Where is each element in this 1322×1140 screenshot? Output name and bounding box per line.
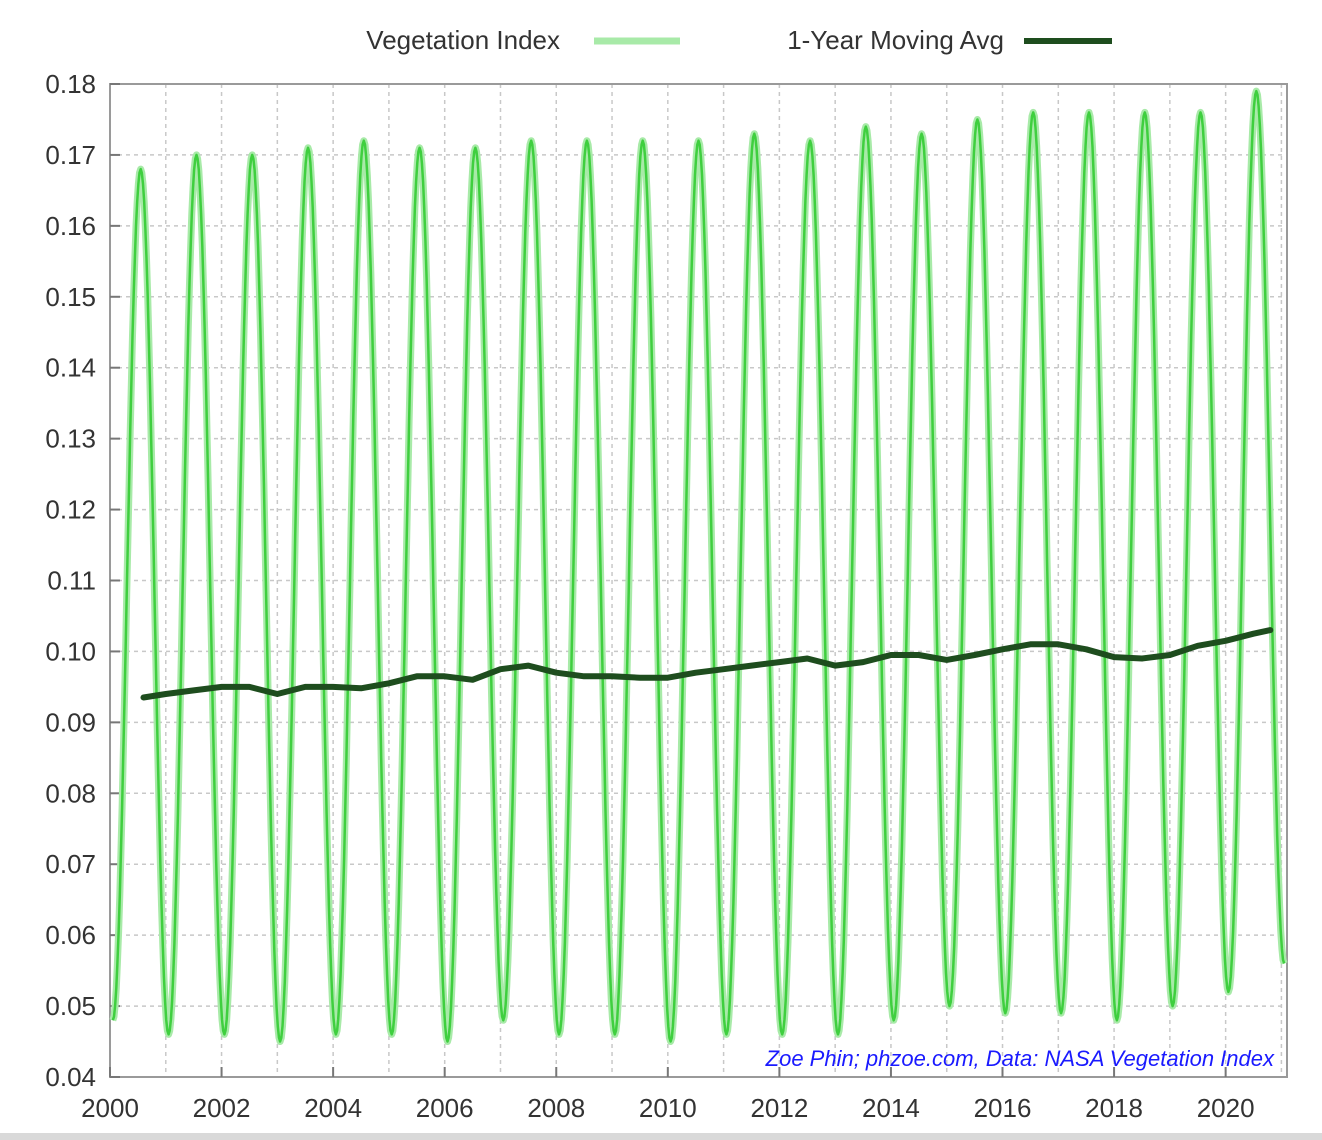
x-tick-label: 2002: [193, 1093, 251, 1123]
x-tick-label: 2016: [974, 1093, 1032, 1123]
y-tick-label: 0.15: [45, 282, 96, 312]
x-tick-label: 2014: [862, 1093, 920, 1123]
moving-avg-line: [140, 627, 1274, 701]
legend-label-moving-avg: 1-Year Moving Avg: [787, 25, 1004, 55]
y-tick-label: 0.17: [45, 140, 96, 170]
bottom-bar: [0, 1133, 1322, 1140]
x-tick-label: 2018: [1085, 1093, 1143, 1123]
x-axis: 2000 2002 2004 2006 2008 2010 2012 2014 2016 2018…: [81, 1067, 1255, 1123]
x-tick-label: 2008: [527, 1093, 585, 1123]
y-tick-label: 0.18: [45, 69, 96, 99]
y-tick-label: 0.12: [45, 495, 96, 525]
y-tick-label: 0.10: [45, 636, 96, 666]
y-tick-label: 0.13: [45, 424, 96, 454]
legend-label-vegetation: Vegetation Index: [366, 25, 560, 55]
y-tick-label: 0.06: [45, 920, 96, 950]
legend: Vegetation Index 1-Year Moving Avg: [366, 25, 1112, 55]
y-tick-label: 0.05: [45, 991, 96, 1021]
x-tick-label: 2020: [1197, 1093, 1255, 1123]
y-tick-label: 0.09: [45, 707, 96, 737]
series-layer: [109, 87, 1288, 1045]
x-tick-label: 2000: [81, 1093, 139, 1123]
x-tick-label: 2012: [750, 1093, 808, 1123]
x-tick-label: 2010: [639, 1093, 697, 1123]
credit-text: Zoe Phin; phzoe.com, Data: NASA Vegetati…: [765, 1046, 1275, 1071]
y-tick-label: 0.11: [47, 566, 96, 596]
y-tick-label: 0.16: [45, 211, 96, 241]
x-tick-label: 2006: [416, 1093, 474, 1123]
x-tick-label: 2004: [304, 1093, 362, 1123]
vegetation-index-line: [111, 89, 1286, 1043]
y-tick-label: 0.04: [45, 1062, 96, 1092]
y-tick-label: 0.07: [45, 849, 96, 879]
y-tick-label: 0.14: [45, 353, 96, 383]
y-tick-label: 0.08: [45, 778, 96, 808]
y-axis: 0.04 0.05 0.06 0.07 0.08 0.09 0.10 0.11 0.12 0.13…: [45, 69, 120, 1092]
